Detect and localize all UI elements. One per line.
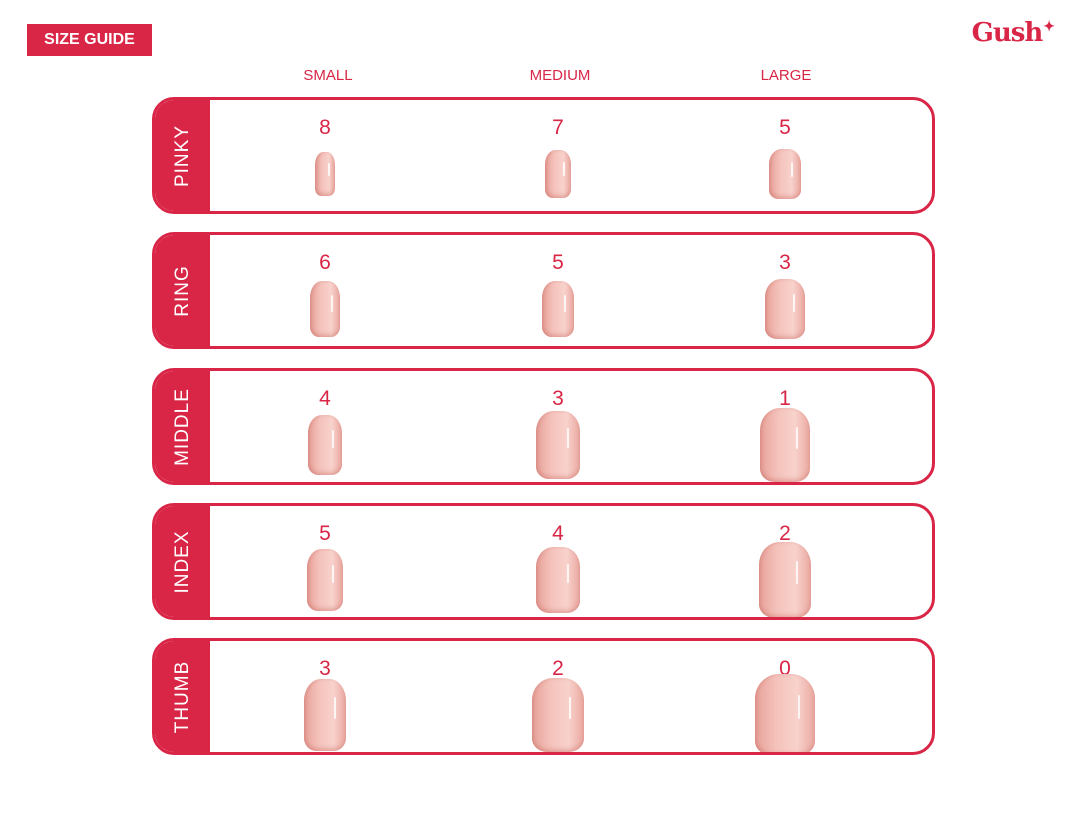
finger-label: MIDDLE — [171, 387, 193, 466]
column-header-large: LARGE — [760, 67, 812, 84]
size-guide-badge: SIZE GUIDE — [27, 24, 152, 56]
finger-label: THUMB — [171, 660, 193, 733]
size-number: 1 — [779, 387, 791, 410]
finger-label: PINKY — [171, 124, 193, 187]
size-number: 5 — [779, 116, 791, 139]
size-number: 4 — [552, 522, 564, 545]
size-number: 3 — [779, 251, 791, 274]
size-number: 2 — [779, 522, 791, 545]
nail-image — [310, 281, 340, 337]
size-number: 6 — [319, 251, 331, 274]
size-number: 7 — [552, 116, 564, 139]
nail-image — [765, 279, 805, 339]
nail-image — [315, 152, 335, 196]
finger-label-strip: THUMB — [155, 641, 210, 752]
nail-image — [545, 150, 571, 198]
size-number: 5 — [552, 251, 564, 274]
nail-image — [536, 547, 580, 613]
nail-image — [542, 281, 574, 337]
finger-label-strip: MIDDLE — [155, 371, 210, 482]
finger-label-strip: RING — [155, 235, 210, 346]
nail-image — [755, 674, 815, 752]
finger-label-strip: INDEX — [155, 506, 210, 617]
nail-image — [769, 149, 801, 199]
column-header-small: SMALL — [303, 67, 353, 84]
finger-label: RING — [171, 264, 193, 317]
row-middle: MIDDLE 4 3 1 — [152, 368, 935, 485]
nail-image — [532, 678, 584, 752]
column-header-medium: MEDIUM — [529, 67, 591, 84]
row-ring: RING 6 5 3 — [152, 232, 935, 349]
size-number: 5 — [319, 522, 331, 545]
gush-logo: Gush✦ — [971, 18, 1055, 48]
row-index: INDEX 5 4 2 — [152, 503, 935, 620]
nail-image — [308, 415, 342, 475]
size-number: 8 — [319, 116, 331, 139]
nail-image — [307, 549, 343, 611]
finger-label: INDEX — [171, 529, 193, 594]
size-number: 4 — [319, 387, 331, 410]
row-thumb: THUMB 3 2 0 — [152, 638, 935, 755]
size-number: 3 — [319, 657, 331, 680]
nail-image — [536, 411, 580, 479]
size-number: 2 — [552, 657, 564, 680]
size-number: 0 — [779, 657, 791, 680]
finger-label-strip: PINKY — [155, 100, 210, 211]
nail-image — [759, 542, 811, 617]
row-pinky: PINKY 8 7 5 — [152, 97, 935, 214]
size-number: 3 — [552, 387, 564, 410]
nail-image — [304, 679, 346, 751]
nail-image — [760, 408, 810, 482]
